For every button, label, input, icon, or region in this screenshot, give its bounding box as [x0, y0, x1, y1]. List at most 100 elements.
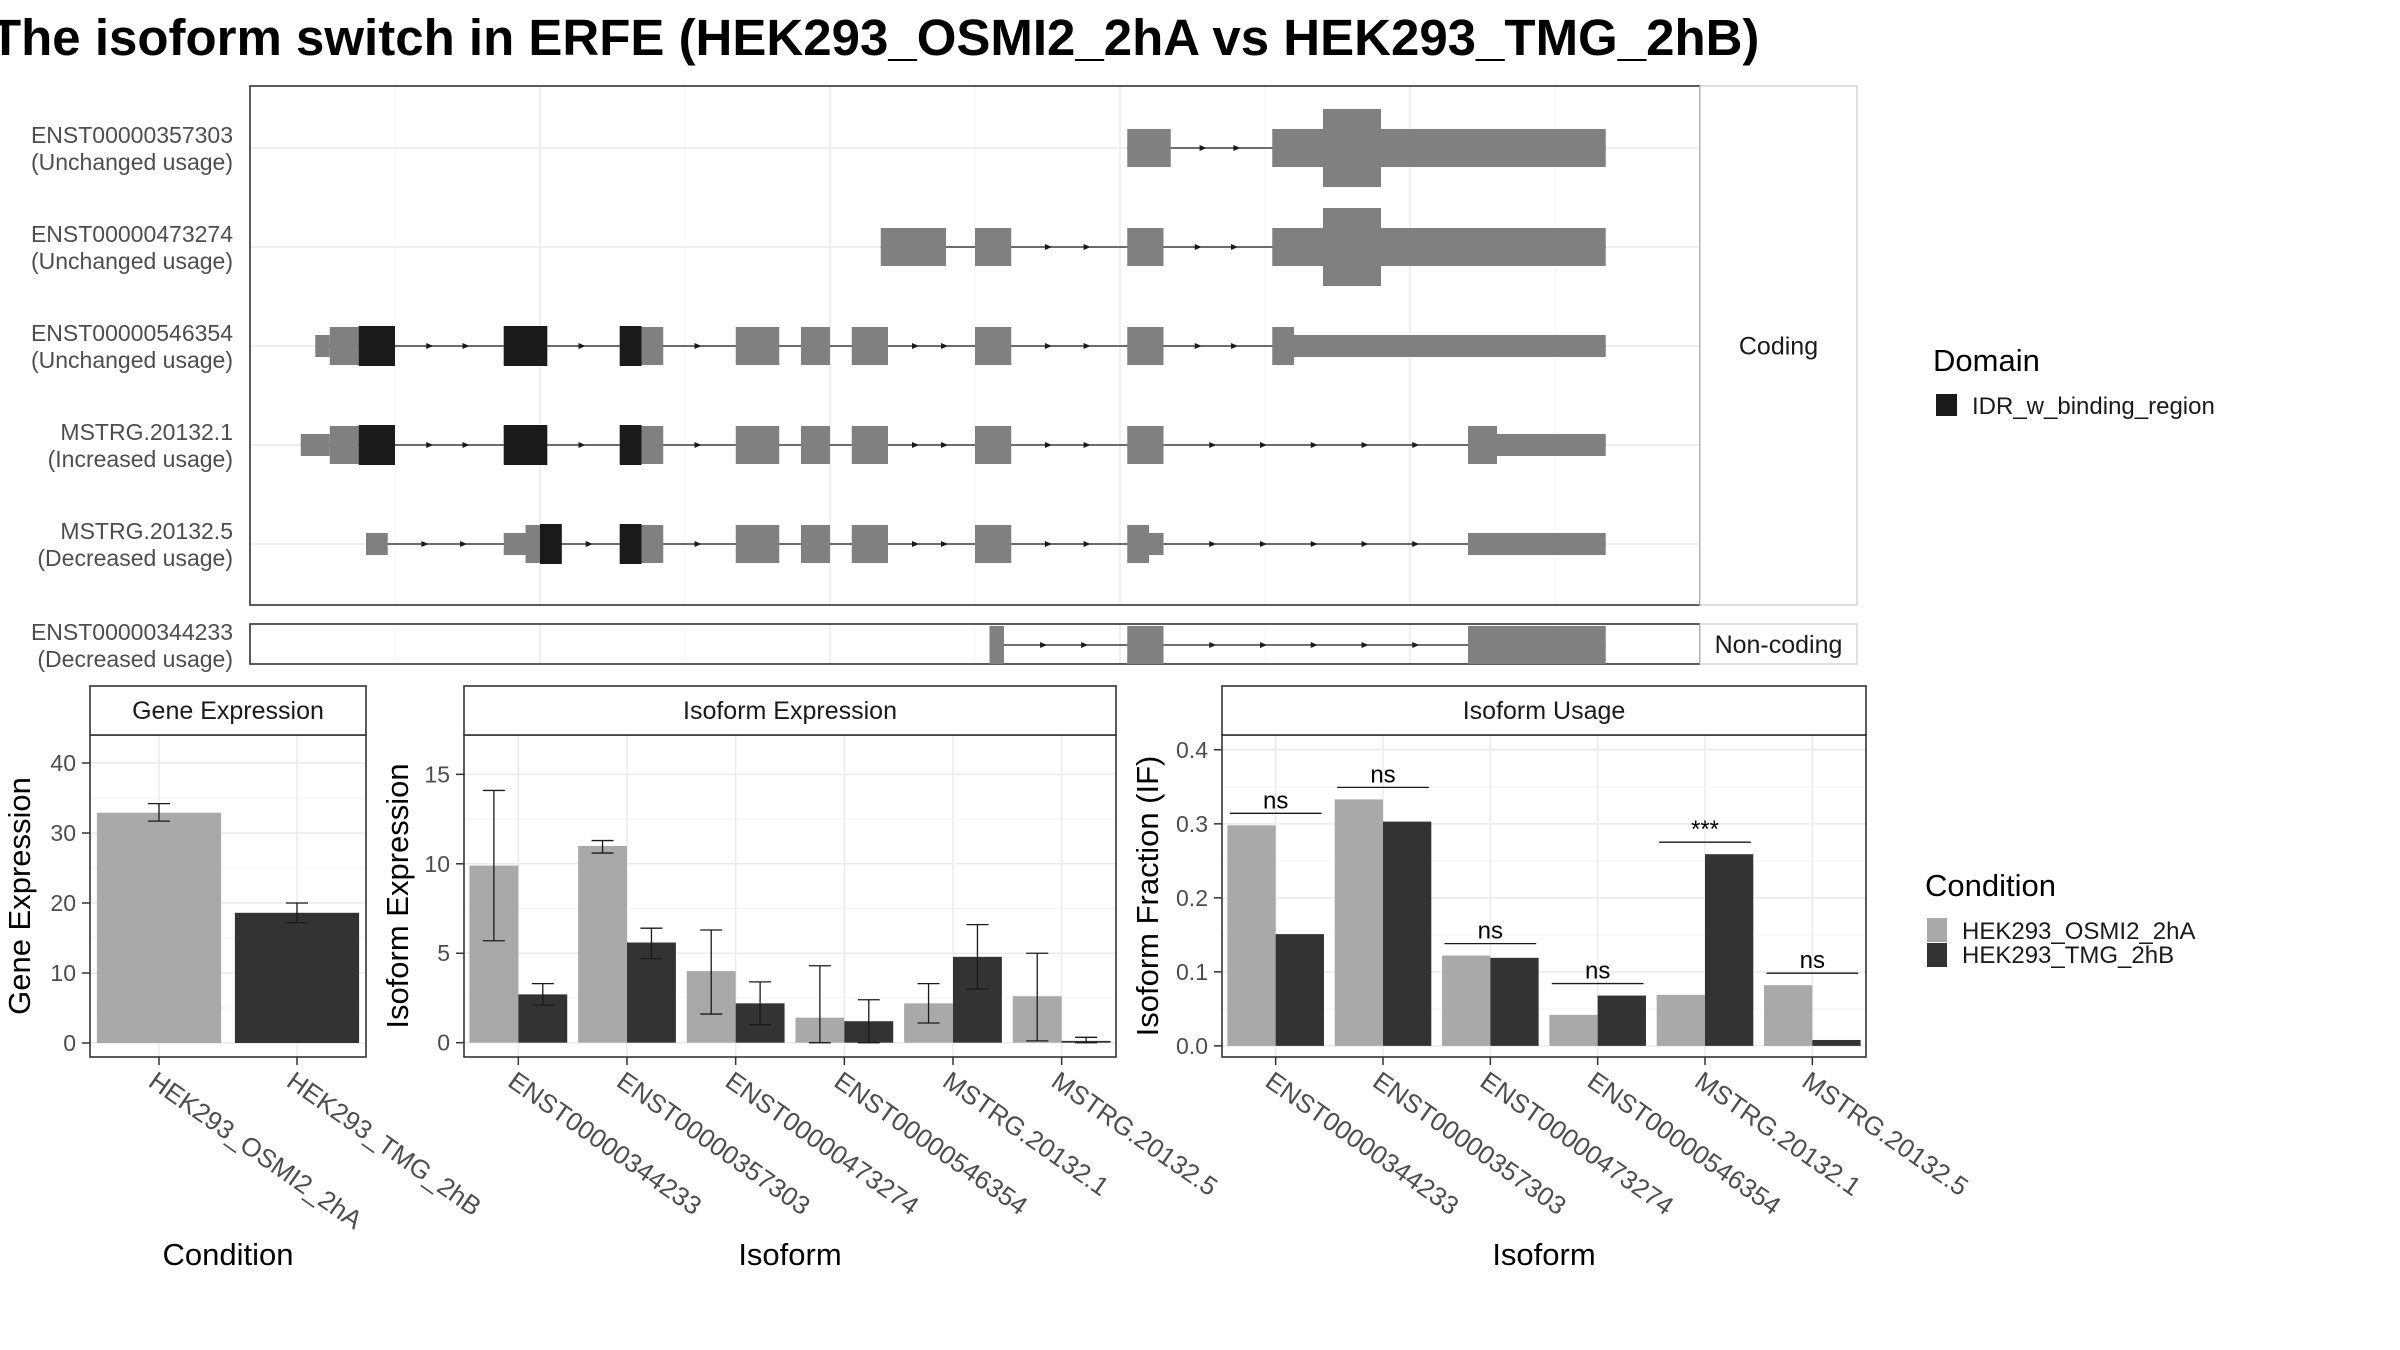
intron-direction-arrow	[1040, 642, 1048, 648]
y-tick-label: 0.0	[1176, 1033, 1208, 1059]
exon-block	[329, 426, 359, 464]
exon-block	[735, 426, 780, 464]
intron-direction-arrow	[1260, 642, 1267, 648]
chart-title: Gene Expression	[132, 697, 324, 725]
intron-direction-arrow	[694, 442, 702, 448]
transcript-usage-label: (Decreased usage)	[37, 545, 233, 571]
exon-block	[300, 434, 330, 456]
transcript-id-label: ENST00000473274	[31, 221, 233, 247]
intron-direction-arrow	[460, 541, 468, 547]
exon-block	[1468, 426, 1497, 464]
intron-direction-arrow	[585, 541, 593, 547]
exon-block	[1323, 109, 1381, 187]
x-tick-label: ENST00000344233	[1260, 1065, 1464, 1221]
transcript-id-label: ENST00000344233	[31, 619, 233, 645]
domain-block	[358, 425, 395, 465]
intron-direction-arrow	[1361, 442, 1369, 448]
transcript-usage-label: (Unchanged usage)	[31, 347, 233, 373]
x-axis-label: Isoform	[1492, 1237, 1595, 1272]
x-tick-label: ENST00000546354	[829, 1065, 1033, 1221]
exon-block	[1272, 327, 1294, 365]
domain-block	[540, 524, 562, 564]
exon-block	[1497, 434, 1606, 456]
intron-direction-arrow	[912, 343, 919, 349]
domain-block	[358, 326, 395, 366]
exon-block	[735, 327, 780, 365]
intron-direction-arrow	[1233, 145, 1241, 151]
intron-direction-arrow	[1044, 343, 1052, 349]
y-tick-label: 10	[424, 851, 450, 877]
transcript-usage-label: (Increased usage)	[48, 446, 233, 472]
x-tick-label: ENST00000473274	[1475, 1065, 1679, 1221]
y-axis-label: Gene Expression	[2, 777, 37, 1015]
exon-block	[1381, 129, 1606, 167]
intron-direction-arrow	[1361, 642, 1369, 648]
intron-direction-arrow	[694, 343, 702, 349]
exon-block	[315, 335, 330, 357]
x-axis-label: Isoform	[738, 1237, 841, 1272]
x-tick-label: ENST00000546354	[1582, 1065, 1786, 1221]
condition-legend-key-2	[1927, 943, 1947, 967]
y-axis-label: Isoform Expression	[380, 763, 415, 1028]
domain-block	[619, 425, 642, 465]
intron-direction-arrow	[578, 343, 586, 349]
bar	[96, 812, 222, 1043]
exon-block	[989, 626, 1004, 664]
intron-direction-arrow	[1260, 442, 1267, 448]
exon-block	[525, 525, 540, 563]
exon-block	[801, 525, 830, 563]
structure-strip-label: Coding	[1739, 333, 1818, 361]
chart-title-strip	[1221, 685, 1867, 736]
intron-direction-arrow	[1083, 244, 1091, 250]
intron-direction-arrow	[1209, 541, 1217, 547]
intron-direction-arrow	[912, 442, 919, 448]
exon-block	[735, 525, 780, 563]
y-tick-label: 0.2	[1176, 885, 1208, 911]
bar	[1812, 1039, 1861, 1046]
exon-block	[1127, 525, 1149, 563]
bar	[1656, 994, 1705, 1046]
exon-block	[975, 228, 1012, 266]
exon-block	[851, 327, 888, 365]
bar	[1549, 1014, 1598, 1046]
exon-block	[1127, 129, 1171, 167]
x-tick-label: ENST00000473274	[720, 1065, 924, 1221]
exon-block	[1272, 228, 1323, 266]
exon-block	[1149, 533, 1164, 555]
transcript-id-label: MSTRG.20132.1	[60, 419, 233, 445]
bar-charts: Gene Expression010203040HEK293_OSMI2_2hA…	[2, 685, 1974, 1272]
transcript-usage-label: (Unchanged usage)	[31, 149, 233, 175]
exon-block	[329, 327, 359, 365]
domain-legend-title: Domain	[1933, 343, 2040, 378]
exon-block	[503, 533, 526, 555]
transcript-id-label: ENST00000357303	[31, 122, 233, 148]
structure-strip	[1699, 85, 1858, 606]
exon-block	[641, 525, 664, 563]
transcript-usage-label: (Decreased usage)	[37, 646, 233, 672]
intron-direction-arrow	[1083, 343, 1091, 349]
domain-legend-label: IDR_w_binding_region	[1972, 393, 2215, 420]
y-tick-label: 40	[50, 750, 76, 776]
intron-direction-arrow	[1044, 442, 1052, 448]
bar	[1490, 957, 1539, 1046]
structure-strip	[1699, 623, 1858, 665]
condition-legend-label-1: HEK293_OSMI2_2hA	[1962, 918, 2195, 945]
condition-legend: Condition HEK293_OSMI2_2hA HEK293_TMG_2h…	[1925, 868, 2195, 969]
intron-direction-arrow	[1310, 541, 1318, 547]
intron-direction-arrow	[1231, 244, 1238, 250]
significance-label: ns	[1478, 918, 1503, 945]
intron-direction-arrow	[1194, 343, 1202, 349]
intron-direction-arrow	[694, 541, 702, 547]
significance-label: ***	[1691, 816, 1719, 843]
y-tick-label: 5	[437, 940, 450, 966]
exon-block	[1272, 129, 1323, 167]
significance-label: ns	[1370, 761, 1395, 788]
bar	[1705, 854, 1754, 1046]
intron-direction-arrow	[1231, 343, 1238, 349]
y-tick-label: 30	[50, 820, 76, 846]
domain-legend: Domain IDR_w_binding_region	[1933, 343, 2215, 420]
domain-block	[619, 326, 642, 366]
intron-direction-arrow	[941, 442, 948, 448]
exon-block	[641, 426, 664, 464]
domain-block	[503, 425, 548, 465]
